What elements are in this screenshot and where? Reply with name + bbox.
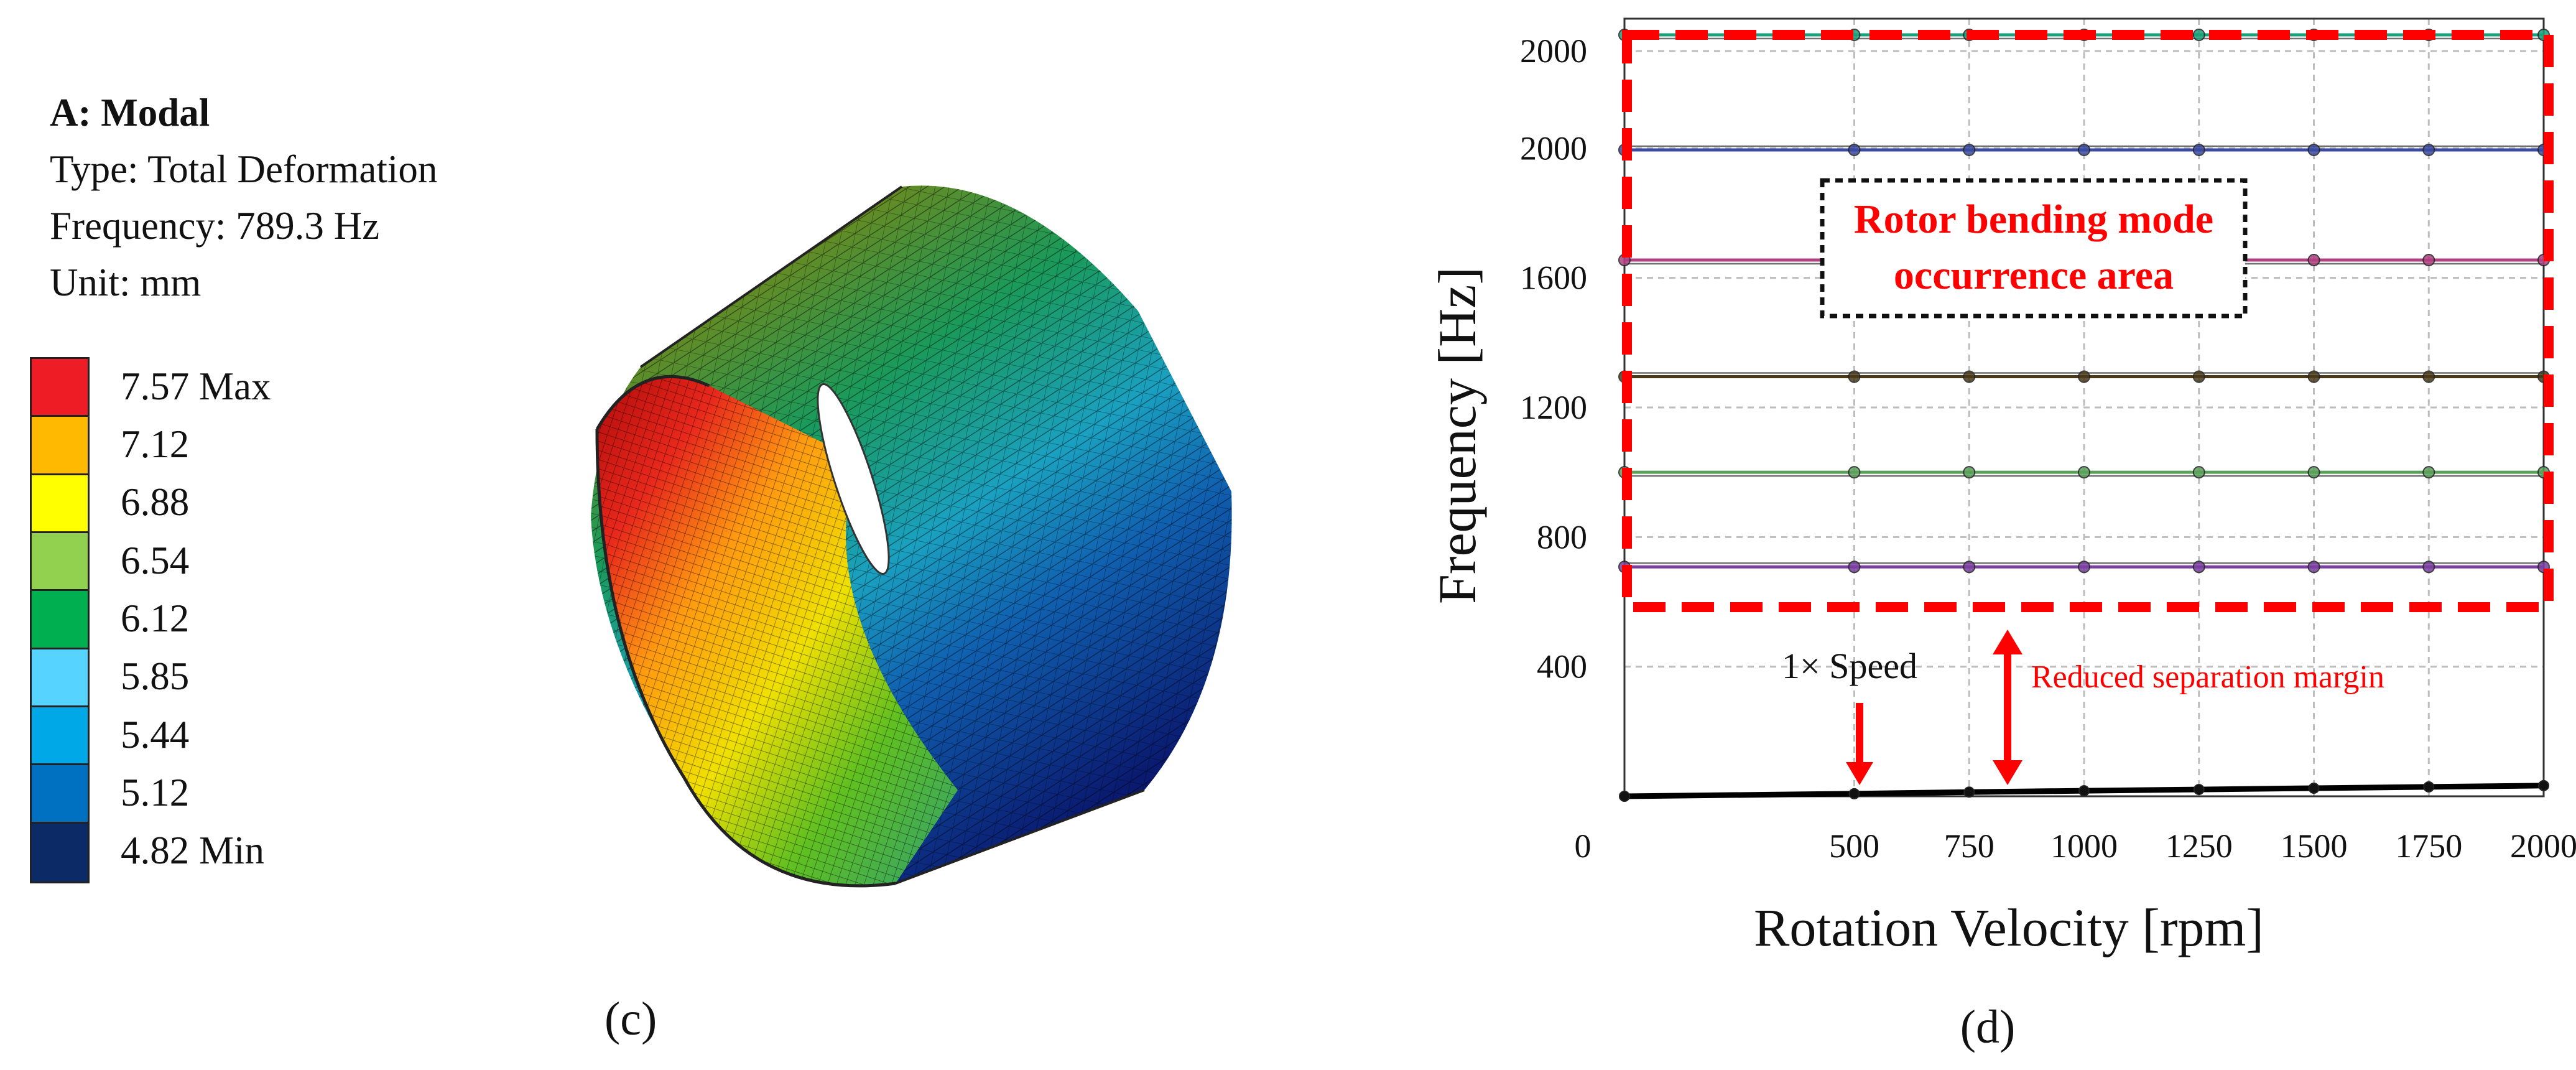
- data-point: [2192, 466, 2205, 479]
- analysis-title: A: Modal: [50, 91, 210, 134]
- data-point: [2192, 29, 2205, 42]
- data-point: [2078, 466, 2090, 479]
- data-point: [1963, 466, 1976, 479]
- data-point: [2078, 370, 2090, 383]
- data-point: [2307, 143, 2320, 156]
- x-tick-label: 1250: [2166, 827, 2233, 865]
- annotation-line-2: occurrence area: [1894, 253, 2174, 298]
- y-tick-label: 400: [1537, 648, 1587, 686]
- legend-swatch: [32, 823, 88, 882]
- data-point: [2422, 466, 2435, 479]
- data-point: [1848, 788, 1860, 799]
- y-tick-label: 800: [1537, 518, 1587, 556]
- legend-label: 4.82 Min: [121, 829, 265, 873]
- y-axis-title: Frequency [Hz]: [1427, 267, 1487, 604]
- data-point: [2192, 561, 2205, 574]
- x-tick-label: 0: [1575, 827, 1591, 865]
- legend-label: 5.12: [121, 771, 190, 814]
- y-tick-label: 2000: [1520, 129, 1587, 167]
- data-point: [2422, 561, 2435, 574]
- data-point: [2078, 785, 2090, 797]
- legend-label: 7.12: [121, 422, 190, 466]
- legend-label: 7.57 Max: [121, 364, 271, 408]
- legend-swatch: [32, 649, 88, 707]
- legend-swatch: [32, 417, 88, 475]
- annotation-box: [1820, 178, 2248, 319]
- data-point: [2308, 782, 2320, 794]
- data-point: [1963, 370, 1976, 383]
- x-tick-label: 1500: [2281, 827, 2348, 865]
- data-point: [2307, 370, 2320, 383]
- data-point: [2422, 143, 2435, 156]
- panel-label-c: (c): [605, 993, 657, 1045]
- data-point: [1963, 561, 1976, 574]
- legend-swatch: [32, 707, 88, 766]
- data-point: [2422, 254, 2435, 267]
- data-point: [2192, 143, 2205, 156]
- legend-label: 5.44: [121, 712, 190, 756]
- data-point: [1848, 561, 1861, 574]
- legend-swatch: [32, 359, 88, 417]
- x-axis-title: Rotation Velocity [rpm]: [1754, 898, 2264, 957]
- y-tick-label: 1600: [1520, 259, 1587, 297]
- data-point: [1848, 143, 1861, 156]
- analysis-frequency: Frequency: 789.3 Hz: [50, 204, 380, 248]
- panel-label-d: (d): [1960, 1001, 2016, 1053]
- info-block: A: Modal Type: Total Deformation Frequen…: [50, 93, 437, 302]
- x-tick-label: 750: [1944, 827, 1995, 865]
- speed-arrow: [1846, 703, 1873, 785]
- speed-label: 1× Speed: [1782, 646, 1917, 686]
- chart-ticks: 0 500 750 1000 1250 1500 1750 2000 400 800 1200 160…: [1520, 32, 2576, 865]
- rotor-bore: [817, 383, 890, 575]
- data-point: [2422, 370, 2435, 383]
- legend-swatch: [32, 475, 88, 533]
- y-tick-label: 1200: [1520, 389, 1587, 426]
- x-tick-label: 500: [1829, 827, 1879, 865]
- x-tick-label: 2000: [2510, 827, 2576, 865]
- analysis-type: Type: Total Deformation: [50, 147, 438, 191]
- data-point: [2193, 784, 2205, 796]
- annotation-line-1: Rotor bending mode: [1854, 197, 2213, 242]
- legend-swatch: [32, 765, 88, 824]
- series-line: [1624, 783, 2544, 799]
- bending-mode-region: [1622, 30, 2554, 612]
- legend-labels: 7.57 Max 7.12 6.88 6.54 6.12 5.85 5.44 5.12 4.82…: [121, 357, 382, 883]
- margin-label: Reduced separation margin: [2031, 659, 2384, 695]
- data-point: [2307, 561, 2320, 574]
- data-point: [2307, 254, 2320, 267]
- data-point: [2078, 561, 2090, 574]
- data-point: [1848, 466, 1861, 479]
- data-point: [2538, 779, 2549, 791]
- data-point: [2078, 143, 2090, 156]
- data-point: [1848, 370, 1861, 383]
- legend-label: 6.12: [121, 597, 190, 640]
- data-point: [1963, 143, 1976, 156]
- data-point: [1963, 786, 1975, 798]
- legend-swatch: [32, 533, 88, 592]
- data-point: [2192, 370, 2205, 383]
- data-point: [1619, 791, 1630, 802]
- legend-label: 5.85: [121, 654, 190, 699]
- separation-margin-arrow: [1993, 630, 2022, 785]
- data-point: [2307, 466, 2320, 479]
- analysis-unit: Unit: mm: [50, 261, 202, 304]
- legend-label: 6.54: [121, 538, 190, 582]
- legend-swatch: [32, 591, 88, 649]
- x-tick-label: 1000: [2050, 827, 2118, 865]
- legend-label: 6.88: [121, 480, 190, 524]
- x-tick-label: 1750: [2395, 827, 2462, 865]
- rotor-mesh-model: [591, 185, 1232, 888]
- color-legend: [30, 357, 90, 883]
- y-tick-label: 2000: [1520, 32, 1587, 70]
- data-point: [2423, 781, 2435, 793]
